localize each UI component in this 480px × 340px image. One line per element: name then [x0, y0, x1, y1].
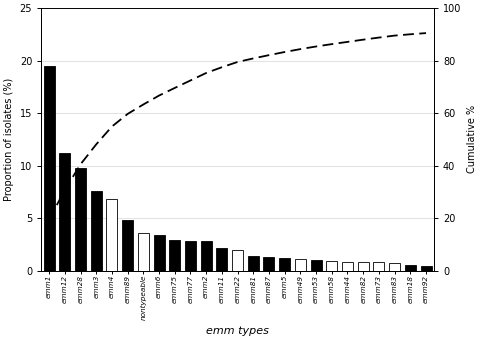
X-axis label: emm types: emm types [206, 326, 268, 336]
Bar [357, 262, 368, 271]
Bar [231, 250, 242, 271]
Bar [325, 261, 336, 271]
Bar [310, 260, 321, 271]
Bar [153, 235, 164, 271]
Y-axis label: Cumulative %: Cumulative % [466, 105, 476, 173]
Bar [138, 233, 148, 271]
Bar [106, 199, 117, 271]
Bar [404, 265, 415, 271]
Y-axis label: Proportion of isolates (%): Proportion of isolates (%) [4, 78, 14, 201]
Bar [122, 220, 133, 271]
Bar [294, 259, 305, 271]
Bar [388, 263, 399, 271]
Bar [91, 191, 101, 271]
Bar [185, 241, 195, 271]
Bar [59, 153, 70, 271]
Bar [420, 266, 431, 271]
Bar [263, 257, 274, 271]
Bar [169, 240, 180, 271]
Bar [372, 262, 384, 271]
Bar [44, 66, 55, 271]
Bar [278, 258, 289, 271]
Bar [200, 241, 211, 271]
Bar [75, 168, 86, 271]
Bar [341, 262, 352, 271]
Bar [216, 248, 227, 271]
Bar [247, 256, 258, 271]
